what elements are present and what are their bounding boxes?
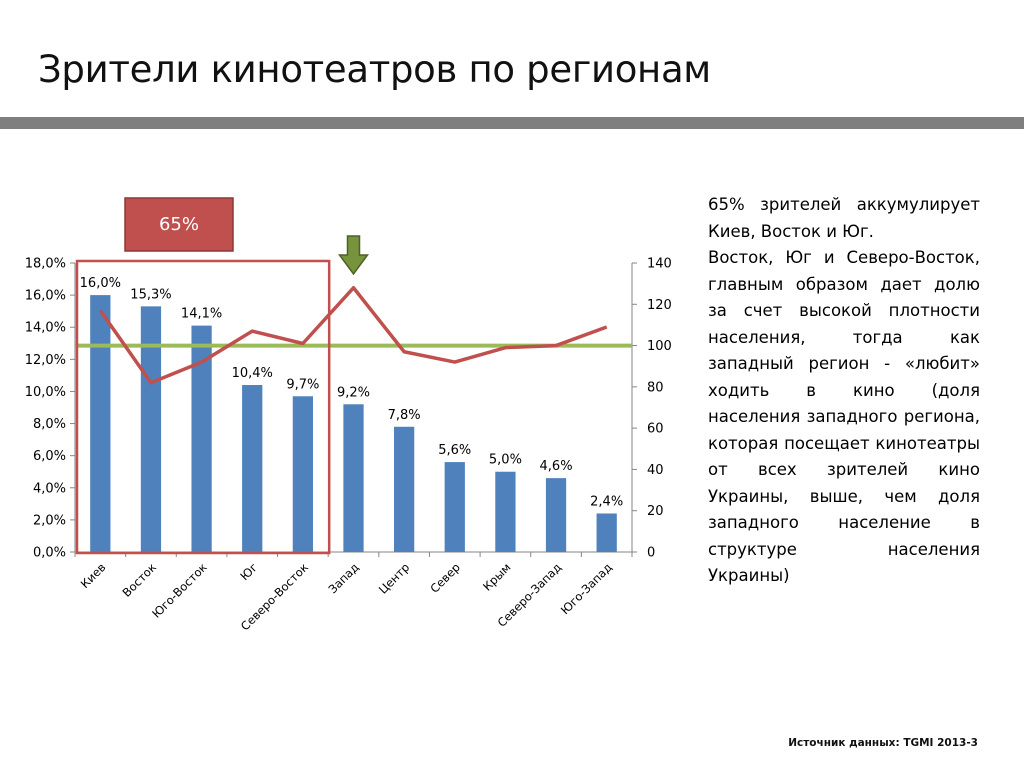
highlight-label: 65% (159, 214, 199, 235)
category-label: Центр (376, 560, 412, 596)
category-label: Киев (78, 560, 109, 591)
data-label: 15,3% (130, 287, 171, 302)
down-arrow-icon (338, 235, 369, 276)
data-label: 9,7% (286, 377, 319, 392)
y2-tick-label: 100 (647, 339, 672, 354)
bar (90, 295, 111, 552)
highlight-box (124, 197, 234, 252)
bar (343, 404, 364, 552)
category-label: Восток (120, 560, 160, 600)
y2-tick-label: 60 (647, 422, 664, 437)
source-note: Источник данных: TGMI 2013-3 (788, 737, 978, 749)
bar (596, 513, 617, 552)
bar (495, 471, 516, 552)
title-rule (0, 117, 1024, 129)
bar (140, 306, 162, 552)
chart: 0,0% 2,0% 4,0% 6,0% 8,0% 10,0% 12,0% 14,0% 16,0%… (25, 197, 672, 633)
bar (545, 478, 567, 552)
y-tick-label: 10,0% (25, 385, 66, 400)
index-line (98, 286, 608, 385)
y-tick-label: 18,0% (25, 257, 66, 272)
data-label: 4,6% (540, 459, 573, 474)
bar (444, 462, 465, 552)
y-tick-label: 4,0% (33, 481, 66, 496)
y-tick-label: 6,0% (33, 449, 66, 464)
y2-tick-label: 40 (647, 463, 664, 478)
data-label: 2,4% (590, 494, 623, 509)
data-label: 5,0% (489, 453, 522, 468)
y-tick-label: 8,0% (33, 417, 66, 432)
data-label: 14,1% (181, 307, 222, 322)
y-tick-label: 12,0% (25, 353, 66, 368)
y-tick-label: 2,0% (33, 513, 66, 528)
y-tick-label: 14,0% (25, 321, 66, 336)
side-text-paragraph-1: 65% зрителей аккумулирует Киев, Восток и… (708, 195, 980, 241)
category-label: Юг (237, 560, 260, 583)
category-label: Запад (326, 560, 362, 596)
data-label: 5,6% (438, 443, 471, 458)
category-label: Крым (480, 560, 513, 593)
bar (191, 325, 212, 552)
bar (394, 426, 415, 552)
side-text: 65% зрителей аккумулирует Киев, Восток и… (708, 192, 980, 590)
bar (242, 385, 263, 552)
category-label: Юго-Восток (149, 560, 210, 621)
category-label: Север (427, 560, 463, 596)
slide-title: Зрители кинотеатров по регионам (38, 48, 711, 91)
data-label: 9,2% (337, 385, 370, 400)
data-label: 16,0% (80, 276, 121, 291)
highlight-frame (75, 259, 331, 555)
bar (292, 396, 313, 552)
y2-tick-label: 120 (647, 298, 672, 313)
category-label: Юго-Запад (558, 560, 615, 617)
data-label: 7,8% (388, 408, 421, 423)
data-label: 10,4% (232, 366, 273, 381)
side-text-paragraph-2: Восток, Юг и Северо-Восток, главным обра… (708, 248, 980, 585)
y2-tick-label: 0 (647, 546, 655, 561)
y2-tick-label: 140 (647, 257, 672, 272)
y-tick-label: 0,0% (33, 546, 66, 561)
y-tick-label: 16,0% (25, 289, 66, 304)
y2-tick-label: 20 (647, 504, 664, 519)
y2-tick-label: 80 (647, 380, 664, 395)
